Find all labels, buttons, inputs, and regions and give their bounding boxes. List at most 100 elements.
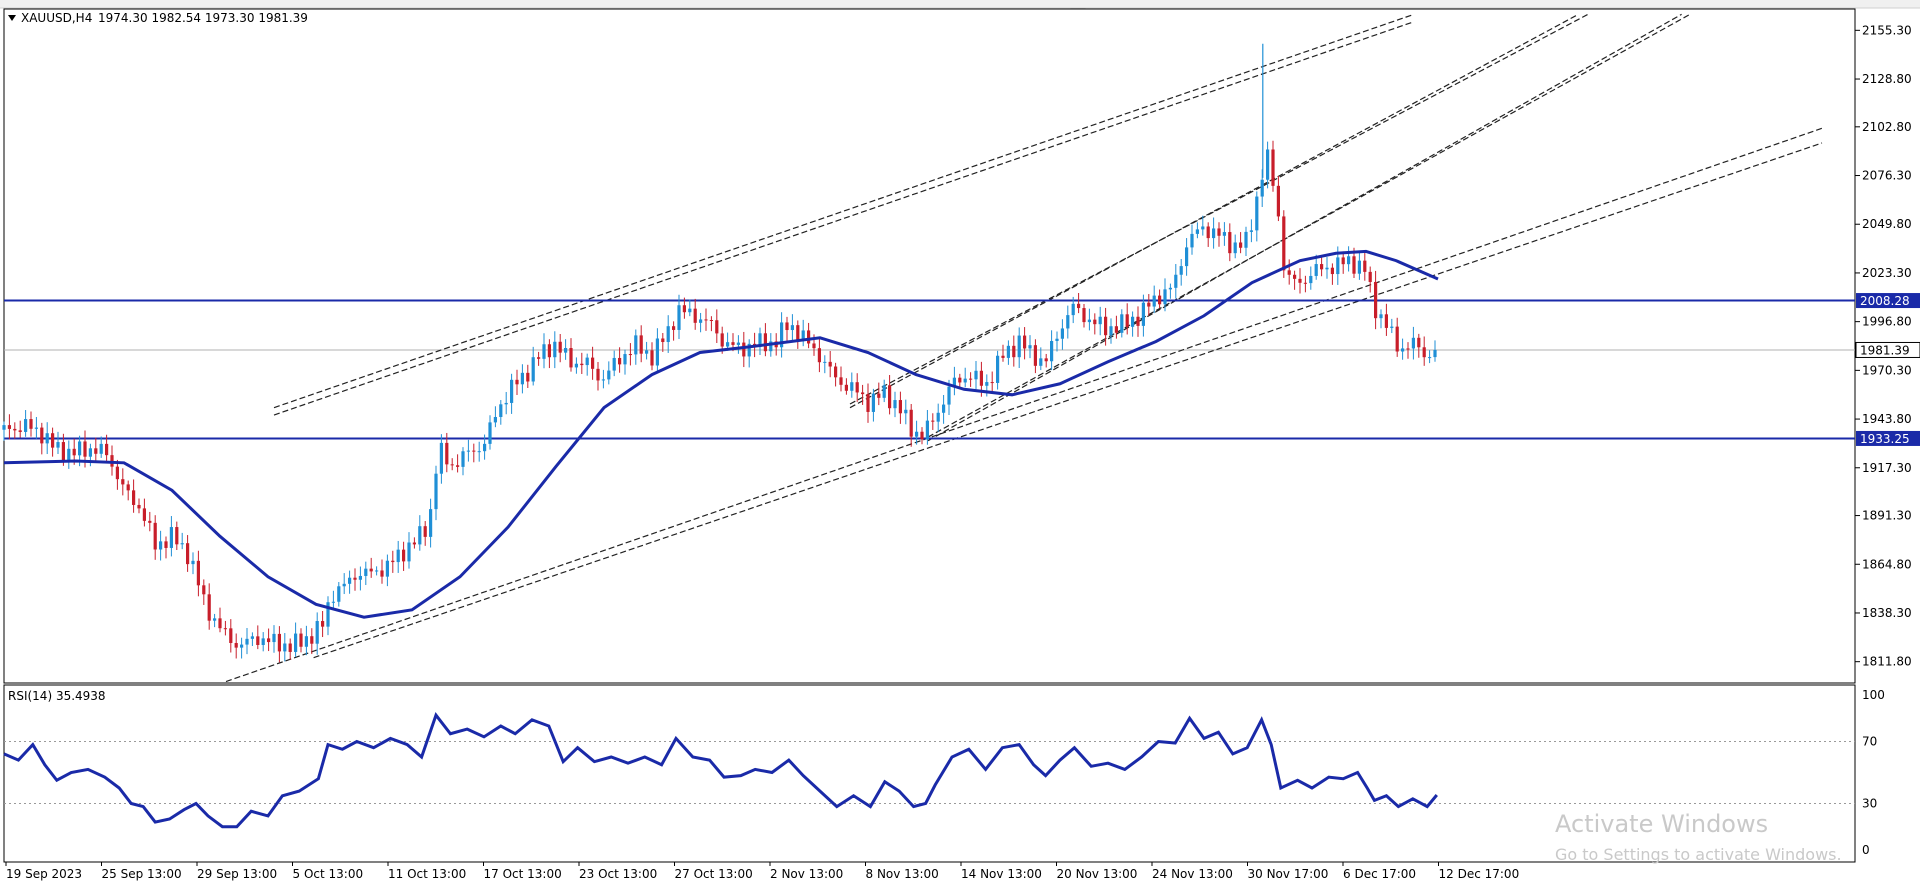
candle-body <box>148 520 152 523</box>
time-tick-label: 17 Oct 13:00 <box>484 867 562 881</box>
candle-body <box>645 350 649 354</box>
candle-body <box>245 638 249 645</box>
candle-body <box>456 465 460 467</box>
candle-body <box>1428 357 1432 359</box>
candle-body <box>747 343 751 357</box>
candle-body <box>45 433 49 444</box>
candle-body <box>159 541 163 550</box>
candle-body <box>709 320 713 322</box>
candle-body <box>1093 319 1097 325</box>
candle-body <box>1233 242 1237 254</box>
candle-body <box>936 412 940 422</box>
candle-body <box>56 442 60 448</box>
candle-body <box>1023 335 1027 349</box>
candle-body <box>229 628 233 643</box>
support-label: 1933.25 <box>1860 432 1910 446</box>
candle-body <box>223 628 227 630</box>
candle-body <box>369 568 373 572</box>
candle-body <box>704 319 708 321</box>
candle-body <box>1395 326 1399 352</box>
candle-body <box>731 342 735 345</box>
candle-body <box>1114 326 1118 333</box>
candle-body <box>1206 226 1210 239</box>
candle-body <box>504 402 508 405</box>
rsi-line <box>3 712 1438 829</box>
time-tick-label: 29 Sep 13:00 <box>197 867 277 881</box>
resistance-label: 2008.28 <box>1860 294 1910 308</box>
candle-body <box>920 431 924 440</box>
candle-body <box>51 433 55 448</box>
last-price-label: 1981.39 <box>1860 343 1910 357</box>
price-panel[interactable] <box>3 8 1856 684</box>
candle-body <box>904 409 908 414</box>
candle-body <box>1050 340 1054 362</box>
collapse-triangle-icon[interactable] <box>8 15 16 21</box>
candle-body <box>1120 314 1124 333</box>
rsi-panel[interactable] <box>3 684 1856 863</box>
candle-body <box>1055 338 1059 341</box>
candle-body <box>812 343 816 349</box>
candle-body <box>267 638 271 643</box>
candle-body <box>358 575 362 580</box>
candle-body <box>790 325 794 331</box>
price-tick-label: 1864.80 <box>1862 557 1912 571</box>
candle-body <box>1098 316 1102 325</box>
candle-body <box>720 333 724 347</box>
candle-body <box>515 379 519 385</box>
candle-body <box>877 393 881 398</box>
price-tick-label: 2102.80 <box>1862 120 1912 134</box>
candle-body <box>893 400 897 409</box>
candle-body <box>1271 149 1275 186</box>
candle-body <box>1152 295 1156 307</box>
candle-body <box>380 570 384 577</box>
candle-body <box>61 442 65 462</box>
candle-body <box>153 522 157 550</box>
candle-body <box>1131 316 1135 327</box>
candle-body <box>828 361 832 367</box>
price-tick-label: 1970.30 <box>1862 363 1912 377</box>
candle-body <box>796 325 800 341</box>
time-tick-label: 14 Nov 13:00 <box>961 867 1042 881</box>
support-badge: 1933.25 <box>1856 430 1920 446</box>
candle-body <box>472 450 476 452</box>
price-tick-label: 2023.30 <box>1862 266 1912 280</box>
candle-body <box>1195 229 1199 234</box>
candle-body <box>1352 256 1356 274</box>
candle-body <box>1109 326 1113 336</box>
candle-body <box>1012 345 1016 358</box>
candle-body <box>191 560 195 565</box>
candle-body <box>1082 308 1086 323</box>
candle-body <box>99 443 103 454</box>
candle-body <box>996 355 1000 383</box>
price-tick-label: 1811.80 <box>1862 655 1912 669</box>
candle-body <box>7 425 11 429</box>
candle-body <box>526 372 530 382</box>
candle-body <box>115 466 119 480</box>
candle-body <box>1293 274 1297 279</box>
candle-body <box>1249 230 1253 232</box>
candle-body <box>1309 275 1313 284</box>
candle-body <box>1028 345 1032 349</box>
candle-body <box>596 368 600 381</box>
candle-body <box>1379 314 1383 319</box>
candle-body <box>310 636 314 644</box>
candle-body <box>780 322 784 348</box>
candle-body <box>623 354 627 365</box>
candle-body <box>990 382 994 384</box>
price-tick-label: 1917.30 <box>1862 461 1912 475</box>
candle-body <box>2 425 6 430</box>
time-tick-label: 5 Oct 13:00 <box>293 867 364 881</box>
candle-body <box>375 570 379 572</box>
candle-body <box>736 342 740 345</box>
candle-body <box>488 422 492 444</box>
candle-body <box>1341 257 1345 265</box>
candle-body <box>1255 196 1259 231</box>
candle-body <box>1104 316 1108 336</box>
candle-body <box>1001 355 1005 358</box>
candle-body <box>925 420 929 440</box>
candle-body <box>78 441 82 456</box>
candle-body <box>839 377 843 385</box>
candle-body <box>1374 281 1378 319</box>
candle-body <box>1325 267 1329 270</box>
candle-body <box>321 621 325 627</box>
